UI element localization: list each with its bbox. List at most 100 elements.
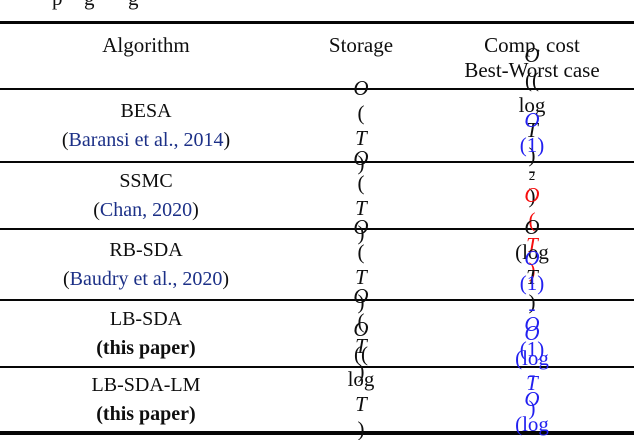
storage-complexity-cell: O(T): [292, 146, 430, 245]
token: O: [524, 321, 540, 345]
token: ): [528, 289, 536, 314]
token: T: [526, 264, 538, 289]
algorithm-cell: BESA (Baransi et al., 2014): [0, 90, 292, 161]
column-header-comp-cost-line2: Best-Worst case: [464, 58, 600, 82]
algorithm-name: LB-SDA: [109, 307, 183, 330]
algorithm-cell: LB-SDA-LM (this paper): [0, 368, 292, 431]
token: ): [528, 258, 536, 282]
token: (: [357, 100, 365, 125]
token: T: [355, 333, 367, 358]
token: O: [524, 387, 540, 411]
caption-letter-fragment: g: [128, 0, 139, 11]
token: O: [524, 214, 540, 239]
token: T: [526, 233, 538, 257]
token: O: [353, 75, 369, 100]
caption-letter-fragment: g: [84, 0, 95, 11]
token: ): [223, 128, 231, 151]
storage-complexity-cell: O(T): [292, 76, 430, 175]
token: log: [347, 366, 375, 391]
comp-cost-cell: O(1)-O(log T): [430, 246, 634, 420]
token: ((: [354, 341, 368, 366]
token: O: [524, 42, 540, 67]
token: ): [528, 183, 536, 208]
token: ): [357, 150, 365, 175]
token: log: [518, 92, 546, 117]
column-header-storage: Storage: [292, 24, 430, 88]
comp-cost-cell: O((log T) 2): [430, 43, 634, 208]
token: (this paper): [96, 336, 196, 359]
algorithm-name: SSMC: [119, 169, 173, 192]
token: O: [524, 183, 540, 207]
token: ((: [525, 67, 539, 92]
table-header-row: Algorithm Storage Comp. cost Best-Worst …: [0, 24, 634, 88]
comparison-table: Algorithm Storage Comp. cost Best-Worst …: [0, 21, 634, 440]
column-header-algorithm-label: Algorithm: [102, 33, 190, 57]
algorithm-cell: RB-SDA (Baudry et al., 2020): [0, 230, 292, 299]
storage-complexity-cell: O(T): [292, 284, 430, 383]
table-row: BESA (Baransi et al., 2014) O(T) O((log T) 2…: [0, 43, 634, 208]
token: (: [93, 198, 100, 221]
token: O: [353, 214, 369, 239]
column-header-algorithm: Algorithm: [0, 24, 292, 88]
token: (: [62, 267, 70, 290]
token: O: [353, 316, 369, 341]
token: 2: [528, 167, 536, 183]
token: T: [526, 437, 538, 440]
comp-cost-cell: O (1) - O(T): [430, 108, 634, 282]
token: O: [353, 283, 369, 308]
token: ): [528, 396, 536, 420]
token: ): [528, 142, 536, 167]
token: ): [357, 289, 365, 314]
token: (: [528, 208, 536, 232]
token: (1): [519, 133, 545, 157]
token: (1): [519, 271, 545, 295]
token: O: [524, 246, 540, 270]
token: (log: [515, 239, 549, 264]
token: -: [528, 158, 536, 182]
token: O: [353, 145, 369, 170]
algorithm-name: RB-SDA: [109, 238, 183, 261]
token: T: [526, 117, 538, 142]
caption-letter-fragment: p: [52, 0, 63, 11]
token: ): [222, 267, 230, 290]
table-row: RB-SDA (Baudry et al., 2020) O(T) O (log T): [0, 215, 634, 314]
column-header-comp-cost: Comp. cost Best-Worst case: [430, 24, 634, 88]
algorithm-name: LB-SDA-LM: [91, 373, 201, 396]
table-row: SSMC (Chan, 2020) O(T) O (1) - O(T): [0, 108, 634, 282]
storage-complexity-cell: O(T): [292, 215, 430, 314]
token: (1): [519, 337, 545, 361]
token: ): [357, 358, 365, 383]
column-header-storage-label: Storage: [328, 33, 394, 57]
column-header-comp-cost-line1: Comp. cost: [484, 33, 580, 57]
token: ): [192, 198, 199, 221]
token: -: [528, 296, 536, 320]
comp-cost-cell: O(1)-O(log T): [430, 312, 634, 440]
algorithm-note: (this paper): [96, 400, 195, 429]
token: (log: [515, 412, 549, 436]
citation-link[interactable]: (Chan, 2020): [93, 196, 199, 225]
token: T: [526, 371, 538, 395]
token: (: [357, 308, 365, 333]
storage-complexity-cell: O((log T)2): [292, 317, 430, 440]
table-body: BESA (Baransi et al., 2014) O(T) O((log T) 2…: [0, 43, 634, 440]
token: (log: [515, 346, 549, 370]
token: T: [355, 391, 367, 416]
token: ): [357, 416, 365, 440]
algorithm-note: (this paper): [96, 334, 195, 363]
token: Baransi et al., 2014: [68, 128, 224, 151]
table-row: LB-SDA (this paper) O(T) O (1) - O (log T): [0, 246, 634, 420]
token: (this paper): [96, 402, 196, 425]
token: O: [524, 108, 540, 132]
citation-link[interactable]: (Baransi et al., 2014): [62, 126, 230, 155]
token: (: [357, 170, 365, 195]
token: -: [528, 362, 536, 386]
caption-fragment: pgg: [0, 0, 634, 21]
algorithm-cell: SSMC (Chan, 2020): [0, 163, 292, 228]
token: (: [357, 239, 365, 264]
comp-cost-cell: O (log T): [430, 215, 634, 314]
token: (: [61, 128, 69, 151]
token: Chan, 2020: [99, 198, 193, 221]
citation-link[interactable]: (Baudry et al., 2020): [63, 265, 229, 294]
algorithm-cell: LB-SDA (this paper): [0, 301, 292, 366]
